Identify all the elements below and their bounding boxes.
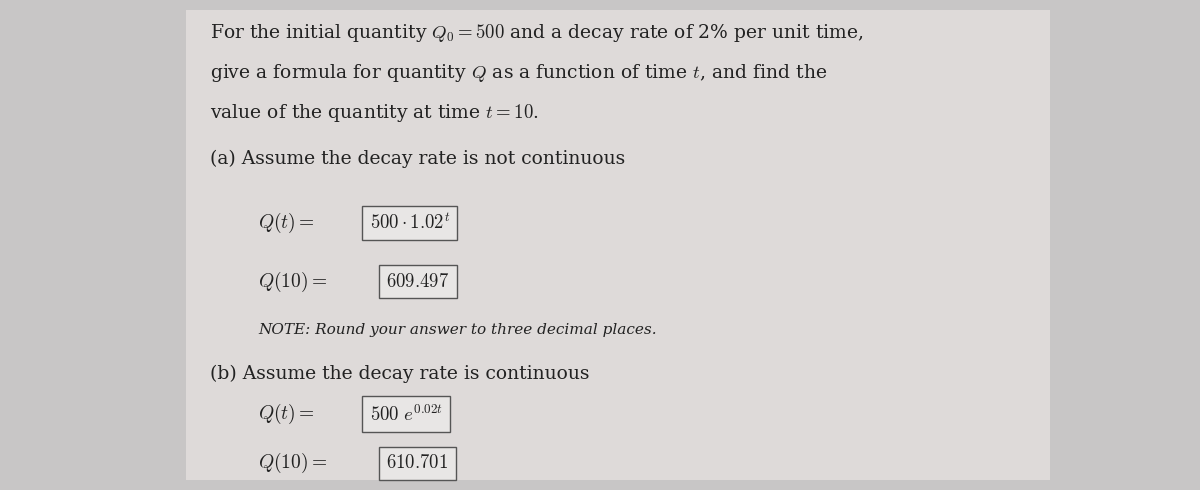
Text: $Q(t) =$: $Q(t) =$ [258, 402, 314, 426]
Text: $500 \cdot 1.02^t$: $500 \cdot 1.02^t$ [370, 213, 450, 233]
Text: For the initial quantity $Q_0 = 500$ and a decay rate of 2% per unit time,: For the initial quantity $Q_0 = 500$ and… [210, 22, 864, 44]
Text: $Q(10) =$: $Q(10) =$ [258, 451, 328, 475]
Text: value of the quantity at time $t = 10$.: value of the quantity at time $t = 10$. [210, 102, 539, 124]
Text: give a formula for quantity $Q$ as a function of time $t$, and find the: give a formula for quantity $Q$ as a fun… [210, 62, 827, 84]
Text: $Q(10) =$: $Q(10) =$ [258, 270, 328, 294]
Text: $610.701$: $610.701$ [386, 454, 449, 472]
Text: $Q(t) =$: $Q(t) =$ [258, 211, 314, 235]
FancyBboxPatch shape [186, 10, 1050, 480]
Text: $609.497$: $609.497$ [386, 273, 450, 291]
Text: $500\ e^{0.02t}$: $500\ e^{0.02t}$ [370, 404, 443, 424]
Text: NOTE: Round your answer to three decimal places.: NOTE: Round your answer to three decimal… [258, 323, 656, 338]
Text: (a) Assume the decay rate is not continuous: (a) Assume the decay rate is not continu… [210, 149, 625, 168]
Text: (b) Assume the decay rate is continuous: (b) Assume the decay rate is continuous [210, 365, 589, 383]
